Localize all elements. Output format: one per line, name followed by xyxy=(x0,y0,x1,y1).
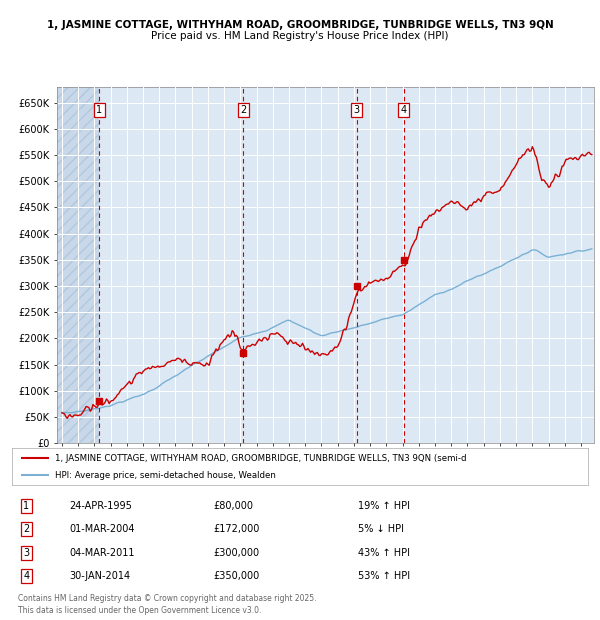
Text: 3: 3 xyxy=(353,105,360,115)
Text: HPI: Average price, semi-detached house, Wealden: HPI: Average price, semi-detached house,… xyxy=(55,471,276,480)
Text: 43% ↑ HPI: 43% ↑ HPI xyxy=(358,547,410,558)
Text: 2: 2 xyxy=(23,524,29,534)
Bar xyxy=(57,87,100,443)
Text: 19% ↑ HPI: 19% ↑ HPI xyxy=(358,501,410,511)
Text: Contains HM Land Registry data © Crown copyright and database right 2025.
This d: Contains HM Land Registry data © Crown c… xyxy=(18,594,317,615)
Text: £80,000: £80,000 xyxy=(214,501,254,511)
Text: 53% ↑ HPI: 53% ↑ HPI xyxy=(358,571,410,581)
Text: 3: 3 xyxy=(23,547,29,558)
Text: £172,000: £172,000 xyxy=(214,524,260,534)
Text: 2: 2 xyxy=(240,105,246,115)
Text: 4: 4 xyxy=(401,105,407,115)
Text: 01-MAR-2004: 01-MAR-2004 xyxy=(70,524,135,534)
Text: 30-JAN-2014: 30-JAN-2014 xyxy=(70,571,131,581)
Text: 1, JASMINE COTTAGE, WITHYHAM ROAD, GROOMBRIDGE, TUNBRIDGE WELLS, TN3 9QN: 1, JASMINE COTTAGE, WITHYHAM ROAD, GROOM… xyxy=(47,20,553,30)
Text: 04-MAR-2011: 04-MAR-2011 xyxy=(70,547,135,558)
Text: 4: 4 xyxy=(23,571,29,581)
Text: Price paid vs. HM Land Registry's House Price Index (HPI): Price paid vs. HM Land Registry's House … xyxy=(151,31,449,41)
Text: 5% ↓ HPI: 5% ↓ HPI xyxy=(358,524,404,534)
Text: 1: 1 xyxy=(23,501,29,511)
Text: 1: 1 xyxy=(96,105,103,115)
Text: 1, JASMINE COTTAGE, WITHYHAM ROAD, GROOMBRIDGE, TUNBRIDGE WELLS, TN3 9QN (semi-d: 1, JASMINE COTTAGE, WITHYHAM ROAD, GROOM… xyxy=(55,454,467,463)
Text: £350,000: £350,000 xyxy=(214,571,260,581)
Text: 24-APR-1995: 24-APR-1995 xyxy=(70,501,133,511)
Text: £300,000: £300,000 xyxy=(214,547,260,558)
